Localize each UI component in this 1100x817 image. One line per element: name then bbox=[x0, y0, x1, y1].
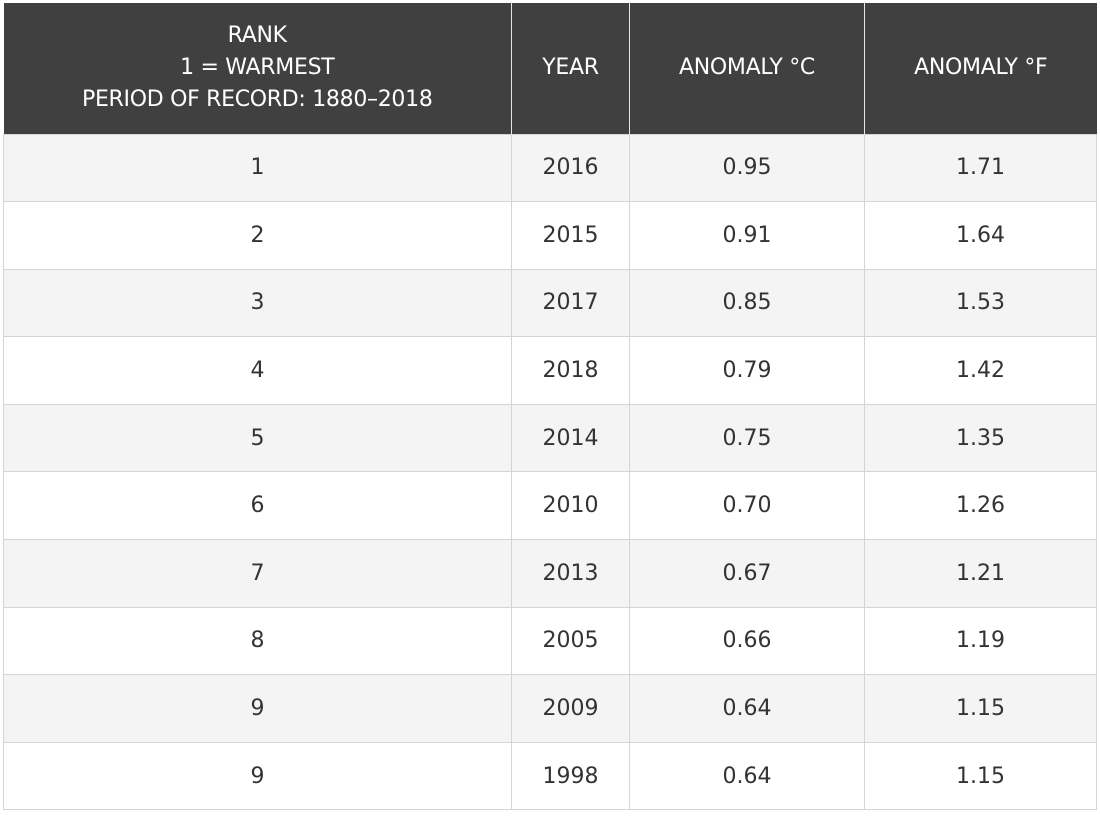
table-header: RANK 1 = WARMEST PERIOD OF RECORD: 1880–… bbox=[3, 3, 1097, 134]
anomaly-c-cell: 0.64 bbox=[629, 741, 865, 811]
table-row: 8 2005 0.66 1.19 bbox=[3, 606, 1097, 676]
anomaly-f-cell: 1.15 bbox=[864, 674, 1097, 743]
anomaly-f-cell: 1.21 bbox=[864, 539, 1097, 608]
anomaly-c-cell: 0.66 bbox=[629, 606, 865, 676]
rank-cell: 2 bbox=[3, 201, 512, 270]
anomaly-f-cell: 1.35 bbox=[864, 403, 1097, 473]
table-row: 3 2017 0.85 1.53 bbox=[3, 268, 1097, 338]
table-row: 4 2018 0.79 1.42 bbox=[3, 336, 1097, 405]
table-row: 7 2013 0.67 1.21 bbox=[3, 539, 1097, 608]
header-year: YEAR bbox=[511, 3, 630, 134]
anomaly-c-cell: 0.70 bbox=[629, 471, 865, 541]
rank-cell: 3 bbox=[3, 268, 512, 338]
table-row: 9 1998 0.64 1.15 bbox=[3, 741, 1097, 811]
header-anomaly-c-label: ANOMALY °C bbox=[679, 55, 815, 81]
rankings-table: RANK 1 = WARMEST PERIOD OF RECORD: 1880–… bbox=[3, 3, 1097, 811]
anomaly-c-cell: 0.91 bbox=[629, 201, 865, 270]
year-cell: 2016 bbox=[511, 133, 630, 203]
rank-cell: 7 bbox=[3, 539, 512, 608]
table-row: 9 2009 0.64 1.15 bbox=[3, 674, 1097, 743]
year-cell: 2013 bbox=[511, 539, 630, 608]
year-cell: 2018 bbox=[511, 336, 630, 405]
year-cell: 1998 bbox=[511, 741, 630, 811]
header-rank-line-1: RANK bbox=[227, 23, 287, 49]
rank-cell: 6 bbox=[3, 471, 512, 541]
header-row: RANK 1 = WARMEST PERIOD OF RECORD: 1880–… bbox=[3, 3, 1097, 134]
table-row: 6 2010 0.70 1.26 bbox=[3, 471, 1097, 541]
anomaly-f-cell: 1.19 bbox=[864, 606, 1097, 676]
header-year-label: YEAR bbox=[542, 55, 599, 81]
anomaly-c-cell: 0.64 bbox=[629, 674, 865, 743]
header-anomaly-f: ANOMALY °F bbox=[864, 3, 1097, 134]
header-rank-line-2: 1 = WARMEST bbox=[180, 55, 335, 81]
table-row: 2 2015 0.91 1.64 bbox=[3, 201, 1097, 270]
anomaly-f-cell: 1.15 bbox=[864, 741, 1097, 811]
anomaly-c-cell: 0.75 bbox=[629, 403, 865, 473]
rank-cell: 9 bbox=[3, 741, 512, 811]
rank-cell: 5 bbox=[3, 403, 512, 473]
year-cell: 2014 bbox=[511, 403, 630, 473]
anomaly-f-cell: 1.26 bbox=[864, 471, 1097, 541]
anomaly-f-cell: 1.71 bbox=[864, 133, 1097, 203]
rank-cell: 1 bbox=[3, 133, 512, 203]
year-cell: 2009 bbox=[511, 674, 630, 743]
anomaly-c-cell: 0.67 bbox=[629, 539, 865, 608]
year-cell: 2005 bbox=[511, 606, 630, 676]
anomaly-c-cell: 0.95 bbox=[629, 133, 865, 203]
table-row: 1 2016 0.95 1.71 bbox=[3, 133, 1097, 203]
anomaly-f-cell: 1.64 bbox=[864, 201, 1097, 270]
header-anomaly-f-label: ANOMALY °F bbox=[914, 55, 1048, 81]
anomaly-c-cell: 0.79 bbox=[629, 336, 865, 405]
rank-cell: 4 bbox=[3, 336, 512, 405]
anomaly-c-cell: 0.85 bbox=[629, 268, 865, 338]
year-cell: 2017 bbox=[511, 268, 630, 338]
rank-cell: 8 bbox=[3, 606, 512, 676]
anomaly-f-cell: 1.42 bbox=[864, 336, 1097, 405]
year-cell: 2010 bbox=[511, 471, 630, 541]
header-rank-line-3: PERIOD OF RECORD: 1880–2018 bbox=[81, 87, 433, 113]
header-rank: RANK 1 = WARMEST PERIOD OF RECORD: 1880–… bbox=[3, 3, 512, 134]
year-cell: 2015 bbox=[511, 201, 630, 270]
anomaly-f-cell: 1.53 bbox=[864, 268, 1097, 338]
header-anomaly-c: ANOMALY °C bbox=[629, 3, 865, 134]
table-body: 1 2016 0.95 1.71 2 2015 0.91 1.64 3 2017 0.85 1.53 4… bbox=[3, 133, 1097, 811]
table-row: 5 2014 0.75 1.35 bbox=[3, 403, 1097, 473]
rank-cell: 9 bbox=[3, 674, 512, 743]
